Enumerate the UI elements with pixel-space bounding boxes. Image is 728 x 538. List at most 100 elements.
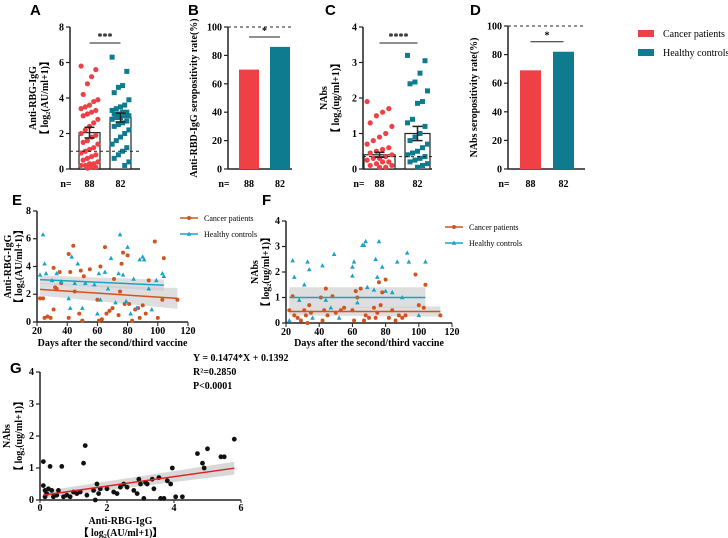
x-axis-label: Days after the second/third vaccine	[294, 338, 444, 349]
data-point	[59, 464, 65, 469]
n-count-label: 82	[275, 179, 285, 190]
data-point-healthy	[92, 282, 97, 287]
data-point-cancer	[373, 315, 378, 320]
data-point	[144, 481, 150, 487]
data-point-healthy	[407, 138, 413, 144]
data-point-cancer	[320, 318, 325, 323]
data-point-healthy	[126, 113, 132, 119]
data-point-healthy	[417, 70, 423, 76]
data-point	[92, 497, 98, 503]
x-axis-label: Days after the second/third vaccine	[38, 338, 188, 349]
data-point-healthy	[376, 238, 382, 244]
data-point-cancer	[57, 270, 62, 275]
data-point-healthy	[118, 134, 123, 140]
data-point-cancer	[80, 139, 86, 145]
data-point-healthy	[69, 254, 75, 259]
data-point-cancer	[413, 272, 418, 277]
data-point-cancer	[93, 152, 99, 158]
panel-C: C 0 1 2 3 4 NAbs 【 log₂(ug/ml+1)】 88 82 n= ****	[319, 2, 432, 190]
data-point-cancer	[386, 106, 392, 112]
data-point	[141, 496, 147, 501]
data-point-healthy	[108, 255, 114, 260]
y-tick-label: 4	[59, 94, 64, 105]
n-count-label: 88	[375, 179, 385, 190]
y-tick-label: 0	[497, 165, 502, 176]
data-point-healthy	[43, 270, 49, 276]
data-point-healthy	[122, 113, 128, 119]
y-tick-label: 4	[275, 216, 280, 227]
data-point-healthy	[423, 259, 428, 264]
data-point-healthy	[117, 232, 123, 237]
x-tick-label: 0	[38, 503, 43, 514]
data-point-healthy	[417, 155, 423, 161]
data-point-cancer	[376, 164, 383, 170]
data-point-healthy	[412, 134, 418, 140]
data-point-healthy	[425, 141, 430, 147]
y-tick-label: 100	[487, 22, 502, 33]
data-point-cancer	[84, 165, 90, 171]
data-point-healthy	[98, 297, 103, 302]
data-point-healthy	[105, 286, 111, 291]
data-point-cancer	[66, 315, 71, 320]
y-tick-label: 8	[26, 206, 31, 217]
x-tick-label: 60	[92, 326, 102, 337]
y-axis-label: 【 log₂(ug/ml+1)】	[329, 58, 342, 138]
data-point-healthy	[40, 232, 46, 237]
data-point-cancer	[389, 123, 395, 129]
x-tick-label: 2	[105, 503, 110, 514]
data-point-healthy	[125, 244, 130, 249]
data-point-healthy	[420, 162, 425, 168]
data-point-cancer	[93, 132, 99, 138]
data-point-cancer	[51, 265, 56, 270]
data-point-cancer	[84, 138, 90, 144]
data-point-healthy	[407, 81, 413, 87]
data-point-cancer	[119, 261, 124, 266]
data-point-cancer	[292, 313, 297, 318]
y-tick-label: 6	[59, 58, 64, 69]
data-point-cancer	[342, 305, 347, 310]
data-point-healthy	[383, 288, 388, 293]
data-point-cancer	[89, 74, 95, 80]
y-axis-label: 【 log₂(ug/ml+1)】	[12, 396, 25, 476]
data-point	[49, 488, 55, 493]
data-point-healthy	[323, 297, 329, 302]
data-point-healthy	[287, 317, 292, 323]
data-point-healthy	[306, 266, 312, 272]
data-point-cancer	[87, 267, 92, 272]
data-point	[231, 436, 237, 442]
data-point-healthy	[118, 104, 123, 110]
data-point-cancer	[364, 98, 370, 105]
n-prefix-label: n=	[218, 179, 230, 190]
data-point-healthy	[415, 100, 420, 106]
data-point-healthy	[336, 315, 342, 320]
x-tick-label: 100	[150, 326, 165, 337]
data-point-healthy	[95, 311, 100, 316]
legend-label-cancer: Cancer patients	[469, 223, 519, 232]
data-point-cancer	[51, 307, 56, 312]
data-point-cancer	[82, 127, 88, 133]
legend-marker-healthy	[451, 240, 457, 245]
x-tick-label: 100	[411, 327, 426, 338]
data-point-cancer	[41, 296, 46, 301]
data-point-cancer	[84, 155, 90, 161]
y-tick-label: 80	[212, 51, 222, 62]
data-point-healthy	[42, 261, 47, 266]
y-tick-label: 40	[492, 107, 502, 118]
regression-annotation: P<0.0001	[193, 381, 232, 392]
data-point-cancer	[80, 157, 86, 163]
panel-label: G	[10, 360, 22, 377]
data-point-healthy	[124, 68, 130, 74]
data-point-healthy	[124, 145, 130, 151]
data-point-healthy	[124, 118, 130, 124]
data-point-healthy	[355, 300, 360, 305]
n-count-label: 88	[85, 179, 95, 190]
n-count-label: 88	[244, 179, 254, 190]
data-point-healthy	[331, 251, 337, 256]
data-point-healthy	[141, 257, 147, 262]
data-point-cancer	[303, 313, 308, 318]
panel-A: A 0 2 4 6 8 Anti-RBG-IgG 【 log₂(AU/ml+1)】 88 82 n=…	[28, 2, 140, 190]
data-point-cancer	[99, 317, 104, 322]
data-point	[200, 460, 205, 466]
y-axis-label: 【 log₂(AU/ml+1)】	[12, 225, 25, 309]
x-axis-label: Anti-RBG-IgG	[89, 516, 153, 527]
